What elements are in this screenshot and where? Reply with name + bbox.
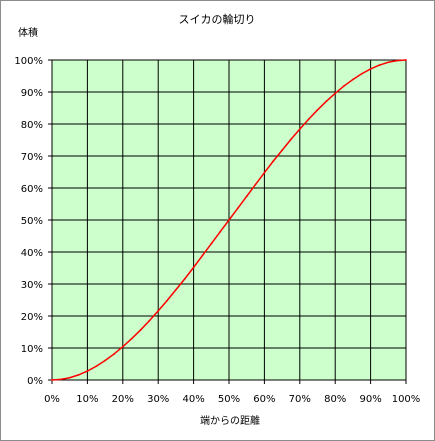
data-point bbox=[166, 299, 168, 302]
data-point bbox=[228, 219, 230, 221]
data-point bbox=[175, 288, 177, 291]
data-point bbox=[121, 345, 124, 348]
x-tick-label: 50% bbox=[218, 394, 240, 405]
chart-title: スイカの輪切り bbox=[179, 12, 256, 26]
y-axis-ticks: 0% 10% 20% 30% 40% 50% 60% 70% 80% 90% 100% bbox=[14, 56, 52, 387]
data-point bbox=[334, 92, 337, 95]
data-point bbox=[360, 72, 363, 75]
data-point bbox=[343, 85, 345, 87]
x-tick-label: 100% bbox=[392, 394, 421, 405]
y-tick-label: 20% bbox=[21, 312, 43, 323]
data-point bbox=[157, 309, 160, 312]
y-tick-label: 80% bbox=[21, 120, 43, 131]
data-points bbox=[51, 59, 407, 381]
data-point bbox=[307, 118, 310, 121]
data-point bbox=[405, 59, 407, 61]
data-point bbox=[245, 195, 248, 198]
data-point bbox=[263, 171, 266, 174]
data-point bbox=[139, 329, 142, 331]
x-axis-ticks: 0% 10% 20% 30% 40% 50% 60% 70% 80% 90% 100% bbox=[44, 380, 420, 405]
data-point bbox=[59, 378, 62, 381]
x-tick-label: 70% bbox=[289, 394, 311, 405]
y-tick-label: 60% bbox=[21, 184, 43, 195]
x-tick-label: 60% bbox=[253, 394, 275, 405]
data-point bbox=[325, 100, 328, 103]
x-tick-label: 40% bbox=[182, 394, 204, 405]
data-point bbox=[95, 365, 98, 368]
x-tick-label: 10% bbox=[76, 394, 98, 405]
data-point bbox=[130, 337, 133, 340]
data-point bbox=[316, 109, 319, 111]
grid-lines bbox=[51, 59, 407, 381]
data-point bbox=[219, 230, 222, 233]
data-point bbox=[183, 277, 186, 280]
data-point bbox=[387, 61, 390, 64]
data-point bbox=[86, 370, 89, 372]
x-axis-label: 端からの距離 bbox=[200, 414, 260, 427]
data-point bbox=[298, 128, 301, 131]
data-point bbox=[396, 59, 399, 62]
data-point bbox=[148, 319, 151, 322]
y-tick-label: 30% bbox=[21, 280, 43, 291]
data-point bbox=[290, 138, 292, 141]
data-point bbox=[51, 379, 53, 381]
y-tick-label: 100% bbox=[14, 56, 43, 67]
data-point bbox=[378, 64, 381, 67]
data-point bbox=[254, 183, 257, 186]
y-tick-label: 0% bbox=[27, 376, 43, 387]
data-point bbox=[236, 207, 239, 210]
x-tick-label: 20% bbox=[112, 394, 134, 405]
x-tick-label: 30% bbox=[147, 394, 169, 405]
data-point bbox=[281, 149, 283, 152]
y-tick-label: 10% bbox=[21, 344, 43, 355]
y-tick-label: 40% bbox=[21, 248, 43, 259]
data-point bbox=[104, 359, 106, 362]
data-point bbox=[352, 78, 354, 81]
y-tick-label: 90% bbox=[21, 88, 43, 99]
data-point bbox=[68, 376, 71, 379]
data-point bbox=[272, 160, 275, 163]
data-point bbox=[369, 68, 372, 70]
data-point bbox=[77, 373, 80, 376]
y-tick-label: 70% bbox=[21, 152, 43, 163]
y-tick-label: 50% bbox=[21, 216, 43, 227]
y-axis-label: 体積 bbox=[18, 26, 38, 39]
x-tick-label: 80% bbox=[324, 394, 346, 405]
data-point bbox=[192, 266, 195, 269]
data-point bbox=[210, 242, 213, 245]
x-tick-label: 90% bbox=[359, 394, 381, 405]
data-point bbox=[201, 254, 204, 257]
data-point bbox=[113, 353, 115, 355]
x-tick-label: 0% bbox=[44, 394, 60, 405]
